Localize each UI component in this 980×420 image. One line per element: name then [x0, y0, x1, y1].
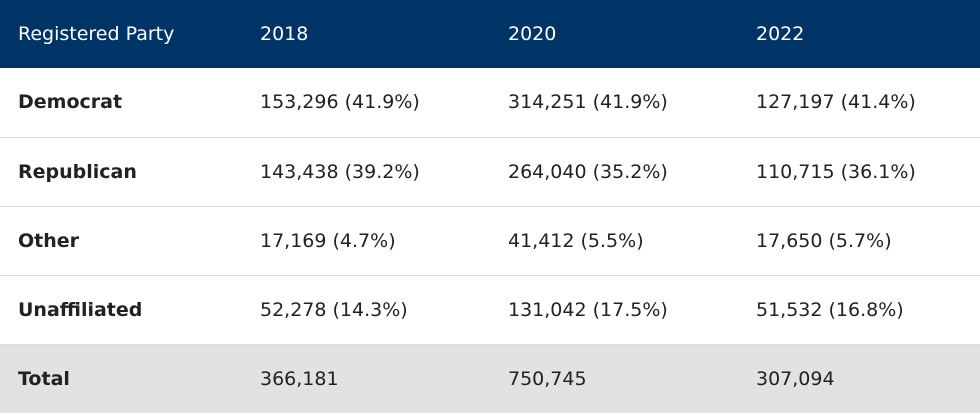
cell: 127,197 (41.4%) [756, 91, 916, 114]
cell: 110,715 (36.1%) [756, 160, 916, 183]
cell: 41,412 (5.5%) [508, 229, 644, 252]
header-cell: 2018 [260, 23, 309, 45]
cell: 131,042 (17.5%) [508, 298, 668, 321]
table-row: Unaffiliated 52,278 (14.3%) 131,042 (17.5%… [0, 275, 980, 344]
row-label: Democrat [18, 91, 123, 114]
header-cell: Registered Party [18, 23, 175, 45]
cell: 366,181 [260, 367, 339, 390]
cell: 750,745 [508, 367, 587, 390]
cell: 17,650 (5.7%) [756, 229, 892, 252]
cell: 153,296 (41.9%) [260, 91, 420, 114]
cell: 17,169 (4.7%) [260, 229, 396, 252]
table-row: Republican 143,438 (39.2%) 264,040 (35.2%)… [0, 137, 980, 206]
cell: 307,094 [756, 367, 835, 390]
row-label: Unaffiliated [18, 298, 143, 321]
cell: 264,040 (35.2%) [508, 160, 668, 183]
table-row: Democrat 153,296 (41.9%) 314,251 (41.9%) 12… [0, 68, 980, 137]
table-row: Total 366,181 750,745 307,094 [0, 344, 980, 413]
header-cell: 2020 [508, 23, 557, 45]
cell: 52,278 (14.3%) [260, 298, 408, 321]
header-cell: 2022 [756, 23, 805, 45]
row-label: Other [18, 229, 80, 252]
table-row: Other 17,169 (4.7%) 41,412 (5.5%) 17,650 (5… [0, 206, 980, 275]
cell: 143,438 (39.2%) [260, 160, 420, 183]
cell: 314,251 (41.9%) [508, 91, 668, 114]
header-row: Registered Party 2018 2020 2022 [0, 0, 980, 68]
cell: 51,532 (16.8%) [756, 298, 904, 321]
row-label: Republican [18, 160, 137, 183]
row-label: Total [18, 367, 70, 390]
